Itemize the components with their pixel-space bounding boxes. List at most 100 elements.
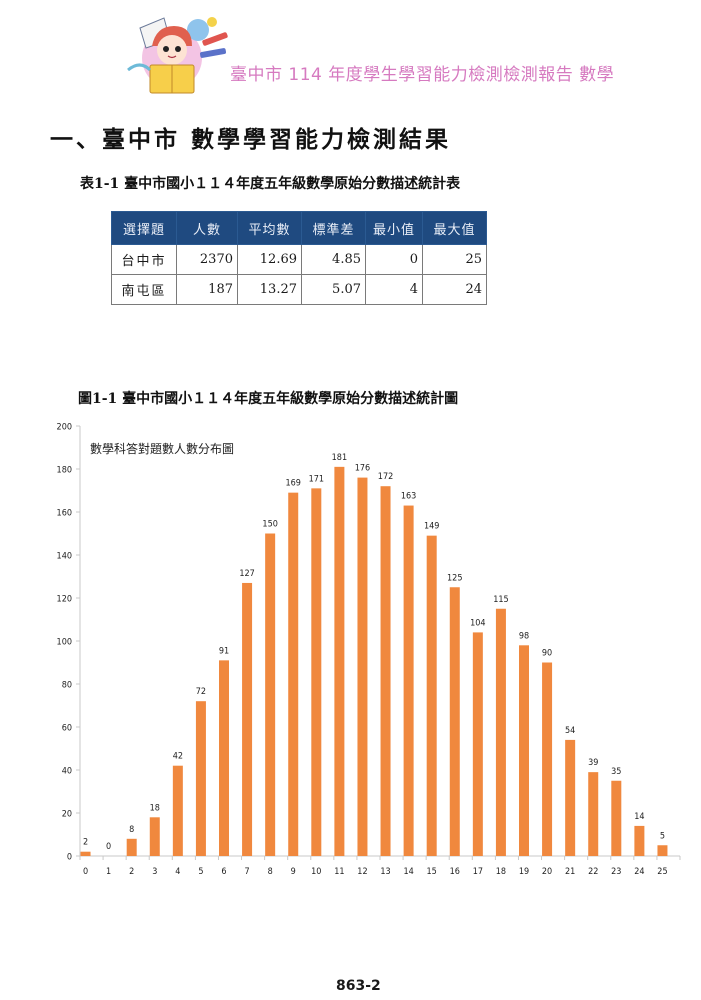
y-tick-label: 140 — [57, 552, 72, 562]
cell-max: 24 — [422, 274, 487, 305]
x-tick-label: 7 — [244, 867, 249, 877]
bar — [219, 660, 229, 856]
bar — [472, 632, 483, 856]
x-tick-label: 24 — [634, 867, 644, 877]
bar — [288, 492, 299, 856]
cell-count: 187 — [176, 274, 238, 305]
bar — [311, 488, 322, 856]
y-tick-label: 200 — [57, 423, 72, 433]
row-label: 台中市 — [111, 244, 177, 275]
bar — [80, 851, 91, 856]
bar — [449, 587, 460, 856]
chart-title: 數學科答對題數人數分布圖 — [90, 441, 234, 456]
bar-value-label: 72 — [196, 687, 206, 697]
child-reading-book-icon — [127, 17, 228, 94]
bar — [149, 817, 160, 856]
x-tick-label: 20 — [542, 867, 552, 877]
cell-mean: 13.27 — [237, 274, 302, 305]
bar-value-label: 42 — [173, 752, 183, 762]
bar-value-label: 115 — [493, 595, 508, 605]
table-row: 南屯區 187 13.27 5.07 4 24 — [111, 274, 487, 305]
bar — [519, 645, 529, 856]
cell-std: 5.07 — [301, 274, 366, 305]
y-tick-label: 120 — [57, 595, 72, 605]
bar-value-label: 54 — [565, 726, 575, 736]
bar — [542, 662, 553, 856]
bar-value-label: 8 — [129, 825, 134, 835]
bar-value-label: 163 — [401, 492, 416, 502]
bar — [126, 838, 137, 856]
x-tick-label: 15 — [427, 867, 437, 877]
bar — [611, 780, 622, 856]
y-tick-label: 160 — [57, 509, 72, 519]
bar-value-label: 169 — [286, 479, 301, 489]
y-tick-label: 40 — [62, 767, 72, 777]
bar — [380, 486, 391, 856]
x-tick-label: 6 — [221, 867, 226, 877]
bar-value-label: 172 — [378, 472, 393, 482]
bar — [265, 533, 276, 856]
descriptive-statistics-table: 選擇題 人數 平均數 標準差 最小值 最大值 台中市 2370 12.69 4.… — [111, 211, 487, 305]
x-tick-label: 11 — [334, 867, 344, 877]
table-caption: 表1-1 臺中市國小１１４年度五年級數學原始分數描述統計表 — [80, 176, 461, 192]
column-header-max: 最大值 — [422, 211, 487, 245]
bar — [334, 466, 345, 856]
bar — [172, 765, 183, 856]
page-number: 863-2 — [336, 978, 381, 994]
cell-max: 25 — [422, 244, 487, 275]
x-tick-label: 1 — [106, 867, 111, 877]
bar-value-label: 91 — [219, 646, 229, 656]
x-tick-label: 5 — [198, 867, 203, 877]
bar-value-label: 181 — [332, 453, 347, 463]
x-tick-label: 2 — [129, 867, 134, 877]
x-tick-label: 21 — [565, 867, 575, 877]
bar-value-label: 104 — [470, 618, 485, 628]
bar-value-label: 39 — [588, 758, 598, 768]
bar-chart-canvas: 0204060801001201401601802002001821834247… — [57, 423, 681, 877]
y-tick-label: 0 — [67, 853, 72, 863]
bar — [588, 772, 599, 856]
bar — [565, 739, 576, 856]
x-tick-label: 25 — [657, 867, 667, 877]
x-tick-label: 10 — [311, 867, 321, 877]
x-tick-label: 17 — [473, 867, 483, 877]
x-tick-label: 22 — [588, 867, 598, 877]
bar — [657, 845, 668, 856]
x-tick-label: 3 — [152, 867, 157, 877]
bar-value-label: 18 — [150, 803, 160, 813]
table-row: 台中市 2370 12.69 4.85 0 25 — [111, 244, 487, 275]
report-header-banner: 臺中市 114 年度學生學習能力檢測檢測報告 數學 — [120, 10, 640, 94]
bar-value-label: 5 — [660, 831, 665, 841]
section-title: 一、臺中市 數學學習能力檢測結果 — [50, 126, 452, 153]
y-tick-label: 60 — [62, 724, 72, 734]
column-header-item: 選擇題 — [111, 211, 177, 245]
bar — [426, 535, 437, 856]
row-label: 南屯區 — [111, 274, 177, 305]
cell-count: 2370 — [176, 244, 238, 275]
y-tick-label: 20 — [62, 810, 72, 820]
column-header-std: 標準差 — [301, 211, 366, 245]
bar — [495, 608, 506, 856]
x-tick-label: 14 — [403, 867, 413, 877]
bar-value-label: 125 — [447, 573, 462, 583]
figure-caption: 圖1-1 臺中市國小１１４年度五年級數學原始分數描述統計圖 — [78, 391, 459, 407]
table-header-row: 選擇題 人數 平均數 標準差 最小值 最大值 — [111, 211, 487, 245]
bar-value-label: 14 — [634, 812, 644, 822]
x-tick-label: 18 — [496, 867, 506, 877]
x-tick-label: 0 — [83, 867, 88, 877]
x-tick-label: 8 — [268, 867, 273, 877]
x-tick-label: 16 — [450, 867, 460, 877]
y-tick-label: 80 — [62, 681, 72, 691]
bar-value-label: 35 — [611, 767, 621, 777]
y-tick-label: 100 — [57, 638, 72, 648]
bar — [357, 477, 368, 856]
y-tick-label: 180 — [57, 466, 72, 476]
x-tick-label: 12 — [357, 867, 367, 877]
x-tick-label: 13 — [380, 867, 390, 877]
bar-value-label: 171 — [309, 474, 324, 484]
bar-value-label: 127 — [239, 569, 254, 579]
bar — [634, 825, 645, 856]
column-header-count: 人數 — [176, 211, 238, 245]
bar-value-label: 150 — [262, 520, 277, 530]
cell-std: 4.85 — [301, 244, 366, 275]
